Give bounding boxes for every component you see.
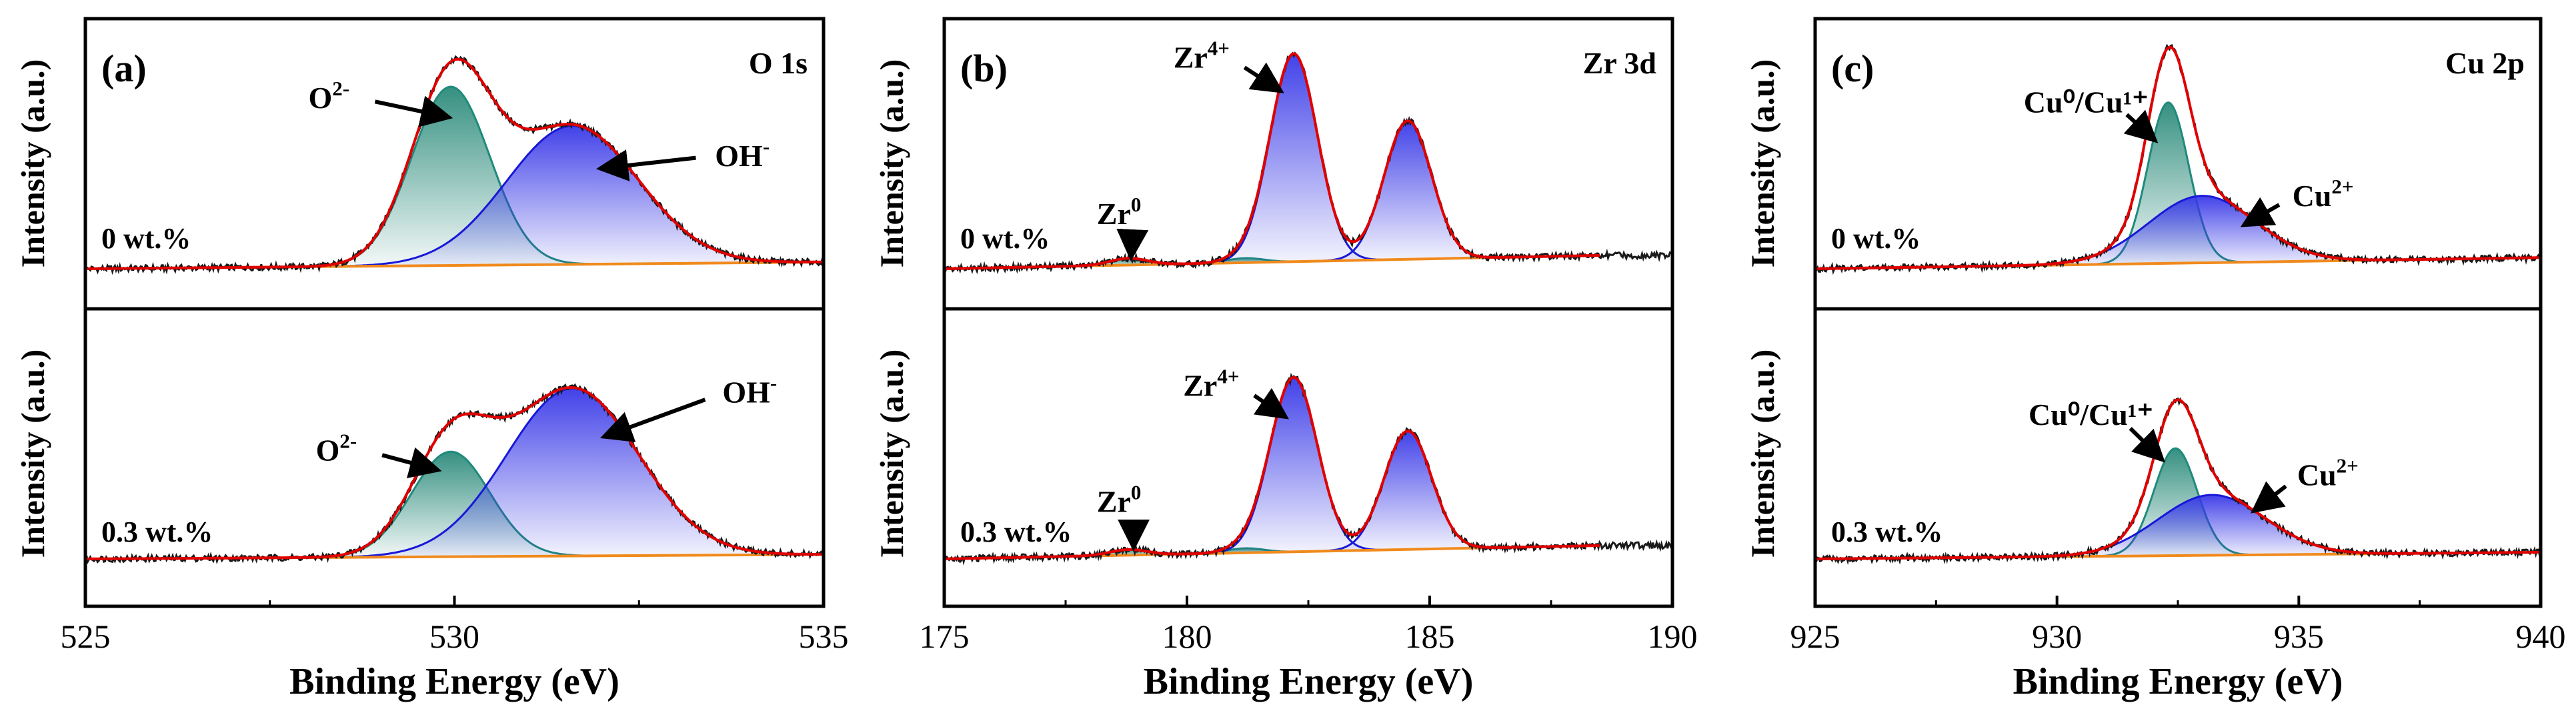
subplot-b-1: Zr4+ Zr0 0.3 wt.% (944, 364, 1673, 566)
panel-a: O2- OH- 0 wt.% O2- OH- 0.3 wt.% (a) O 1s 525 530 5… (14, 17, 849, 702)
subplot-a-0: O2- OH- 0 wt.% (84, 55, 824, 275)
sample-label: 0 wt.% (960, 222, 1050, 255)
peak-annotation: O2- (316, 430, 442, 479)
component-fill (169, 388, 824, 559)
x-tick-label: 530 (429, 618, 479, 655)
sample-label: 0.3 wt.% (960, 516, 1072, 548)
x-tick-label: 930 (2032, 618, 2082, 655)
peak-label: Cu⁰/Cu¹⁺ (2024, 85, 2149, 119)
peak-annotation: OH- (595, 135, 770, 181)
sample-label: 0.3 wt.% (1831, 516, 1943, 548)
component-fill (1262, 121, 1553, 263)
annotation-arrow (374, 95, 453, 127)
y-axis-title: Intensity (a.u.) (14, 59, 51, 268)
y-axis-title: Intensity (a.u.) (1744, 59, 1781, 268)
component-fill (2042, 102, 2295, 265)
x-axis-title: Binding Energy (eV) (1144, 661, 1474, 702)
component-fill (1015, 549, 1242, 558)
peak-label: Zr0 (1097, 193, 1142, 231)
core-level-label: O 1s (749, 46, 808, 80)
x-tick-label: 190 (1648, 618, 1698, 655)
peak-label: Cu⁰/Cu¹⁺ (2029, 398, 2153, 432)
subplot-c-0: Cu⁰/Cu¹⁺ Cu2+ 0 wt.% (1814, 43, 2541, 275)
annotation-arrow (1253, 388, 1290, 420)
subplot-b-0: Zr4+ Zr0 0 wt.% (943, 37, 1674, 275)
component-fill (1262, 431, 1553, 553)
peak-annotation: OH- (599, 372, 777, 442)
subplot-a-1: O2- OH- 0.3 wt.% (84, 372, 825, 565)
peak-annotation: Zr4+ (1174, 37, 1284, 93)
peak-label: Zr4+ (1174, 37, 1230, 75)
peak-annotation: Zr4+ (1183, 364, 1290, 420)
annotation-arrow (599, 398, 706, 442)
panel-label: (c) (1831, 47, 1874, 90)
fit-envelope (944, 52, 1600, 270)
x-tick-label: 180 (1162, 618, 1212, 655)
subplot-c-1: Cu⁰/Cu¹⁺ Cu2+ 0.3 wt.% (1814, 397, 2542, 566)
x-tick-label: 925 (1790, 618, 1840, 655)
annotation-arrow (1243, 62, 1284, 93)
x-axis-title: Binding Energy (eV) (289, 661, 619, 702)
component-fill (211, 87, 691, 268)
x-tick-label: 175 (920, 618, 970, 655)
y-axis-title: Intensity (a.u.) (1744, 349, 1781, 558)
annotation-arrow (381, 447, 442, 479)
component-fill (2043, 448, 2308, 557)
peak-label: Zr4+ (1183, 364, 1239, 402)
component-fill (1148, 378, 1439, 555)
panel-c: Cu⁰/Cu¹⁺ Cu2+ 0 wt.% Cu⁰/Cu¹⁺ Cu2+ 0.3 wt.% (c… (1744, 17, 2566, 702)
peak-label: Cu2+ (2293, 175, 2354, 213)
annotation-arrow (595, 149, 696, 181)
x-tick-label: 185 (1405, 618, 1455, 655)
peak-label: O2- (309, 77, 350, 115)
panel-b: Zr4+ Zr0 0 wt.% Zr4+ Zr0 0.3 wt.% (b) Zr 3d 175 1… (873, 17, 1698, 702)
sample-label: 0 wt.% (101, 222, 191, 255)
y-axis-title: Intensity (a.u.) (873, 349, 910, 558)
annotation-arrow (1116, 228, 1149, 261)
peak-annotation: Cu⁰/Cu¹⁺ (2029, 398, 2166, 463)
panel-label: (a) (101, 47, 147, 90)
fit-envelope (85, 386, 824, 560)
sample-label: 0.3 wt.% (101, 516, 213, 548)
peak-label: Zr0 (1097, 481, 1142, 519)
x-tick-label: 940 (2516, 618, 2566, 655)
peak-label: Cu2+ (2297, 454, 2359, 492)
annotation-arrow (2129, 427, 2166, 463)
peak-annotation: Zr0 (1097, 193, 1149, 261)
fit-envelope (944, 376, 1600, 560)
core-level-label: Cu 2p (2445, 46, 2525, 80)
component-fill (1874, 195, 2529, 268)
x-tick-label: 535 (799, 618, 849, 655)
annotation-arrow (2240, 197, 2281, 227)
x-tick-label: 935 (2274, 618, 2324, 655)
peak-annotation: Cu2+ (2240, 175, 2354, 227)
annotation-arrow (2250, 481, 2287, 514)
component-fill (1148, 53, 1439, 265)
annotation-arrow (2123, 109, 2159, 143)
core-level-label: Zr 3d (1583, 46, 1657, 80)
x-axis-title: Binding Energy (eV) (2013, 661, 2343, 702)
peak-annotation: Cu⁰/Cu¹⁺ (2024, 85, 2159, 143)
component-fill (1015, 258, 1242, 267)
component-fill (211, 452, 691, 558)
peak-label: OH- (715, 135, 770, 173)
peak-annotation: Cu2+ (2250, 454, 2359, 514)
component-fill (1884, 495, 2539, 558)
peak-annotation: O2- (309, 77, 453, 127)
peak-label: OH- (722, 372, 777, 410)
y-axis-title: Intensity (a.u.) (873, 59, 910, 268)
component-fill (169, 125, 824, 268)
sample-label: 0 wt.% (1831, 222, 1920, 255)
fit-envelope (85, 57, 824, 270)
x-tick-label: 525 (61, 618, 111, 655)
fit-envelope (1815, 45, 2541, 270)
fit-envelope (1815, 398, 2541, 560)
y-axis-title: Intensity (a.u.) (14, 349, 51, 558)
peak-annotation: Zr0 (1097, 481, 1150, 552)
panel-label: (b) (960, 47, 1008, 90)
peak-label: O2- (316, 430, 357, 468)
